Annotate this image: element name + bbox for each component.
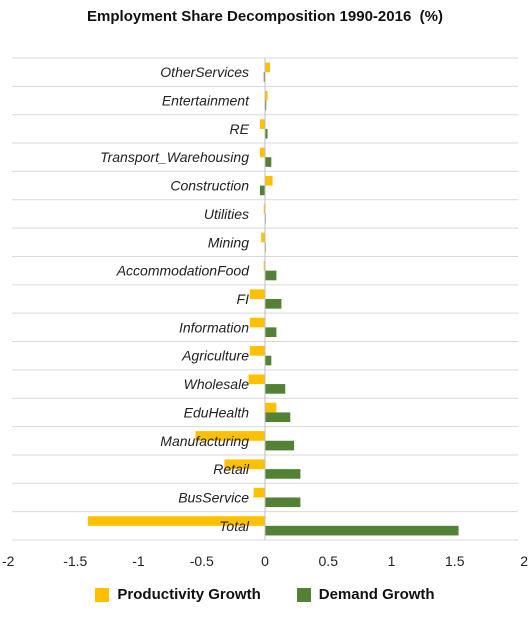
bar-demand-transport_warehousing: [265, 157, 272, 167]
x-tick-label: -1: [132, 553, 145, 569]
bar-demand-entertainment: [265, 100, 267, 111]
bar-demand-construction: [259, 185, 265, 196]
bar-demand-wholesale: [265, 384, 286, 394]
bar-demand-retail: [265, 469, 301, 479]
bar-productivity-mining: [261, 232, 265, 243]
bar-demand-eduhealth: [265, 412, 291, 423]
category-label: Transport_Warehousing: [100, 149, 249, 165]
category-label: Total: [219, 518, 250, 534]
bar-productivity-agriculture: [249, 346, 265, 356]
bar-productivity-re: [259, 119, 265, 129]
bar-demand-information: [265, 327, 277, 337]
bar-demand-manufacturing: [265, 440, 295, 451]
bar-demand-total: [265, 525, 459, 536]
x-tick-label: 1: [388, 553, 396, 569]
bar-productivity-transport_warehousing: [259, 147, 265, 158]
legend-item-demand: Demand Growth: [296, 586, 435, 603]
x-tick-label: 1.5: [445, 553, 465, 569]
bar-productivity-construction: [265, 175, 273, 186]
x-tick-label: -2: [2, 553, 15, 569]
x-tick-label: -1.5: [63, 553, 87, 569]
bar-demand-otherservices: [263, 72, 265, 82]
bar-productivity-otherservices: [265, 62, 271, 73]
bar-demand-accommodationfood: [265, 270, 277, 281]
category-label: RE: [230, 121, 250, 137]
x-tick-label: 0.5: [319, 553, 339, 569]
bar-productivity-fi: [249, 289, 265, 299]
legend-item-productivity: Productivity Growth: [95, 586, 261, 603]
category-label: BusService: [178, 489, 249, 505]
legend-swatch-demand: [296, 587, 311, 602]
bar-productivity-total: [87, 516, 266, 526]
chart-title: Employment Share Decomposition 1990-2016…: [87, 8, 443, 25]
bar-productivity-wholesale: [248, 374, 265, 385]
category-label: Retail: [213, 461, 250, 477]
bar-productivity-utilities: [263, 204, 265, 214]
bar-productivity-busservice: [253, 487, 265, 498]
bar-demand-agriculture: [265, 355, 272, 366]
category-label: FI: [237, 291, 250, 307]
category-label: Manufacturing: [160, 433, 249, 449]
bar-productivity-accommodationfood: [263, 261, 265, 271]
bar-productivity-information: [249, 317, 265, 328]
category-label: Wholesale: [184, 376, 250, 392]
bar-demand-fi: [265, 299, 282, 309]
category-label: Entertainment: [162, 93, 250, 109]
category-label: Agriculture: [181, 348, 249, 364]
legend-swatch-productivity: [95, 587, 110, 602]
legend: Productivity Growth Demand Growth: [0, 586, 530, 603]
category-label: Construction: [170, 178, 249, 194]
bar-productivity-eduhealth: [265, 402, 277, 413]
bar-demand-busservice: [265, 497, 301, 508]
legend-label-demand: Demand Growth: [318, 586, 435, 603]
bar-demand-re: [265, 128, 268, 139]
x-tick-label: -0.5: [190, 553, 214, 569]
bar-productivity-retail: [224, 459, 265, 470]
category-label: Utilities: [204, 206, 249, 222]
category-label: EduHealth: [184, 404, 250, 420]
bar-productivity-manufacturing: [195, 431, 265, 441]
x-tick-label: 0: [261, 553, 269, 569]
category-label: Mining: [208, 234, 249, 250]
category-label: Information: [179, 319, 249, 335]
legend-label-productivity: Productivity Growth: [117, 586, 261, 603]
bar-productivity-entertainment: [265, 90, 268, 101]
category-label: OtherServices: [160, 64, 249, 80]
x-tick-label: 2: [520, 553, 528, 569]
category-label: AccommodationFood: [116, 263, 251, 279]
